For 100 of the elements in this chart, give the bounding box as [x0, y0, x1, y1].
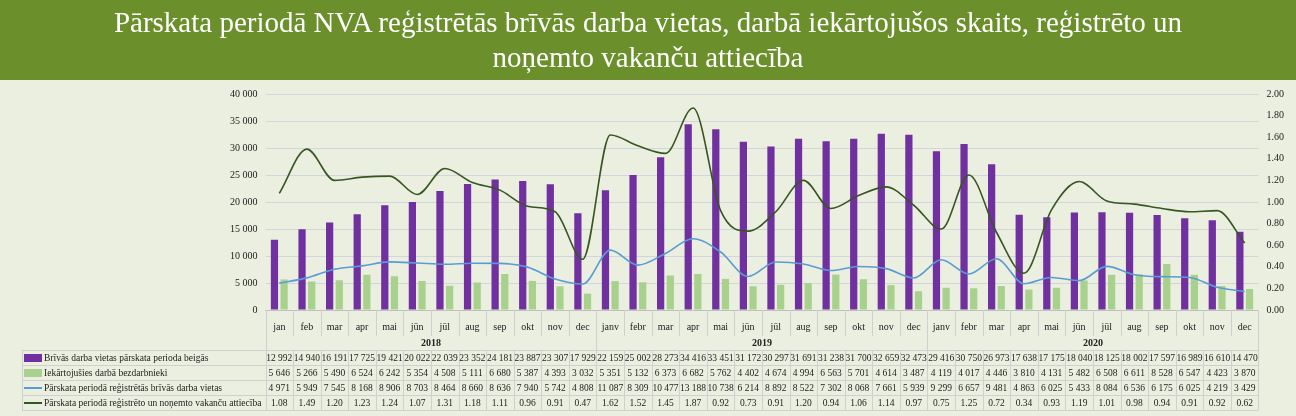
- bar: [546, 184, 554, 310]
- y2-tick-label: 0.20: [1266, 282, 1284, 294]
- x-tick-label: mar: [657, 320, 674, 332]
- y2-tick-label: 1.80: [1266, 109, 1284, 121]
- data-label: 6 373: [654, 367, 677, 378]
- bar: [657, 157, 665, 310]
- data-label: 31 238: [817, 352, 845, 363]
- bar: [446, 285, 454, 310]
- data-label: 4 393: [544, 367, 567, 378]
- bar: [1125, 212, 1134, 310]
- data-label: 4 808: [572, 382, 594, 393]
- data-label: 23 307: [542, 352, 569, 363]
- data-label: 6 025: [1178, 382, 1201, 393]
- x-tick-label: janv: [600, 320, 619, 332]
- data-label: 8 522: [792, 382, 815, 393]
- data-label: 4 423: [1206, 367, 1229, 378]
- data-label: 31 700: [845, 352, 872, 363]
- data-label: 31 172: [735, 352, 762, 363]
- y2-tick-label: 0.40: [1266, 260, 1284, 272]
- data-label: 1.25: [960, 397, 978, 408]
- bar: [583, 293, 592, 310]
- data-label: 6 242: [378, 367, 401, 378]
- data-label: 26 973: [983, 352, 1010, 363]
- data-label: 1.20: [326, 397, 344, 408]
- y-tick-label: 15 000: [230, 222, 258, 234]
- bar: [914, 291, 923, 310]
- data-label: 5 132: [627, 367, 649, 378]
- bar: [1153, 214, 1161, 310]
- data-label: 19 421: [376, 352, 403, 363]
- data-label: 6 547: [1178, 367, 1201, 378]
- data-label: 3 870: [1234, 367, 1256, 378]
- data-label: 7 940: [516, 382, 539, 393]
- data-label: 8 892: [765, 382, 787, 393]
- data-label: 0.94: [822, 397, 840, 408]
- legend-label: Pārskata periodā reģistrētās brīvās darba vietas: [44, 382, 223, 393]
- bar: [694, 273, 702, 310]
- data-label: 0.92: [1208, 397, 1226, 408]
- bar: [804, 283, 812, 310]
- bar: [601, 190, 610, 310]
- y2-tick-label: 1.40: [1266, 152, 1284, 164]
- y-tick-label: 30 000: [230, 141, 258, 153]
- data-label: 1.11: [491, 397, 509, 408]
- data-label: 0.91: [767, 397, 785, 408]
- data-label: 22 039: [431, 352, 459, 363]
- chart-title: Pārskata periodā NVA reģistrētās brīvās darba vietas, darbā iekārtojušos skaits, reģistrēto un noņemto vakanču attiecība: [0, 0, 1296, 80]
- line-series: [278, 237, 1246, 293]
- y-tick-label: 5 000: [235, 276, 258, 288]
- data-label: 0.73: [739, 397, 757, 408]
- data-label: 3 810: [1013, 367, 1035, 378]
- data-label: 0.98: [1126, 397, 1143, 408]
- data-label: 4 971: [268, 382, 291, 393]
- data-label: 5 482: [1068, 367, 1091, 378]
- y2-tick-label: 0.60: [1266, 238, 1284, 250]
- data-label: 6 657: [958, 382, 980, 393]
- x-tick-label: mai: [1044, 320, 1060, 332]
- bar: [519, 181, 527, 310]
- x-tick-label: sep: [824, 320, 838, 332]
- bar: [1135, 274, 1143, 310]
- data-label: 4 446: [985, 367, 1008, 378]
- data-label: 13 188: [679, 382, 707, 393]
- data-label: 20 022: [404, 352, 431, 363]
- bar: [353, 214, 361, 310]
- bar: [1208, 220, 1216, 310]
- bar: [308, 281, 316, 310]
- bar: [712, 129, 720, 310]
- x-tick-label: okt: [521, 320, 535, 332]
- bar: [491, 179, 499, 310]
- bar: [639, 282, 647, 310]
- bar: [988, 164, 996, 310]
- x-tick-label: nov: [878, 320, 894, 332]
- data-label: 32 473: [900, 352, 928, 363]
- bar: [767, 146, 775, 310]
- x-tick-label: mai: [382, 320, 398, 332]
- data-label: 4 402: [737, 367, 760, 378]
- data-label: 1.18: [464, 397, 481, 408]
- data-label: 18 002: [1121, 352, 1148, 363]
- data-label: 1.06: [850, 397, 868, 408]
- y-tick-label: 10 000: [230, 249, 258, 261]
- x-tick-label: mai: [713, 320, 729, 332]
- bar: [463, 183, 472, 310]
- bar: [363, 274, 371, 310]
- data-label: 16 989: [1176, 352, 1203, 363]
- x-tick-label: okt: [852, 320, 866, 332]
- data-label: 1.14: [877, 397, 895, 408]
- data-label: 25 002: [624, 352, 652, 363]
- x-tick-label: febr: [960, 320, 978, 332]
- data-label: 4 508: [434, 367, 456, 378]
- data-label: 5 266: [296, 367, 318, 378]
- data-label: 28 273: [652, 352, 679, 363]
- data-label: 1.07: [408, 397, 426, 408]
- data-label: 14 940: [293, 352, 321, 363]
- data-label: 5 351: [599, 367, 622, 378]
- data-label: 0.47: [574, 397, 592, 408]
- y-tick-label: 25 000: [230, 168, 258, 180]
- data-label: 1.24: [381, 397, 399, 408]
- bar: [326, 222, 334, 310]
- data-label: 0.97: [905, 397, 923, 408]
- x-tick-label: aug: [796, 320, 811, 332]
- data-label: 0.91: [546, 397, 564, 408]
- data-label: 1.49: [298, 397, 316, 408]
